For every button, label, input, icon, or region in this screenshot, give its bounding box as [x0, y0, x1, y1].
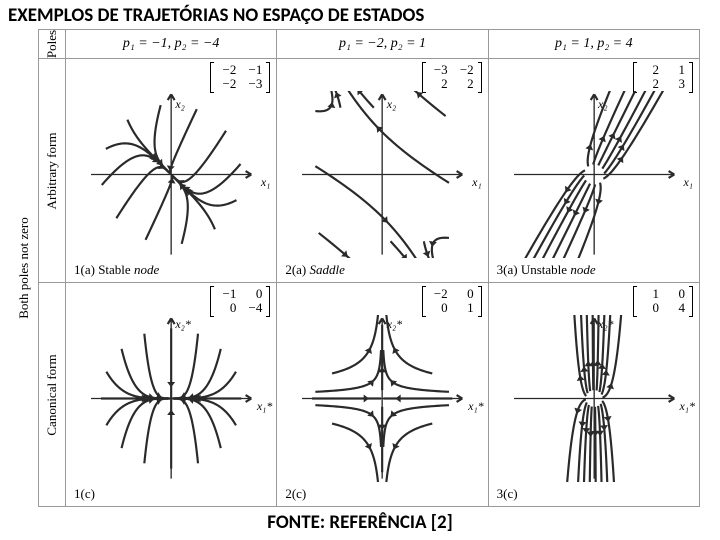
- caption: 1(a) Stable node: [74, 262, 159, 278]
- header-row: p₁ = −1, p₂ = −4 p₁ = −2, p₂ = 1 p₁ = 1,…: [66, 29, 700, 59]
- cell-1c: −100−4 x₂* x₁* 1(c): [66, 283, 277, 507]
- outer-row-label-text: Both poles not zero: [16, 217, 32, 318]
- phase-portrait-stable: [76, 91, 266, 258]
- row-label-bottom: Canonical form: [38, 283, 66, 507]
- phase-portrait-stable-canon: [76, 315, 266, 482]
- plot-row-top: −2−1−2−3 x₂ x₁ 1(a) Stable node −3−222 x…: [66, 59, 700, 283]
- matrix: 2123: [633, 62, 693, 93]
- cell-3a: 2123 x₂ x₁ 3(a) Unstable node: [489, 59, 700, 283]
- caption: 2(a) Saddle: [285, 262, 345, 278]
- row-label-header: Poles: [38, 29, 66, 59]
- cell-1a: −2−1−2−3 x₂ x₁ 1(a) Stable node: [66, 59, 277, 283]
- caption: 3(c): [497, 486, 518, 502]
- phase-portrait-unstable: [499, 91, 689, 258]
- plot-row-bottom: −100−4 x₂* x₁* 1(c) −2001 x₂* x₁* 2(c): [66, 283, 700, 507]
- matrix: −2001: [422, 286, 482, 317]
- figure-container: Both poles not zero Poles Arbitrary form…: [0, 29, 720, 507]
- matrix: 1004: [633, 286, 693, 317]
- matrix: −3−222: [422, 62, 482, 93]
- cell-2c: −2001 x₂* x₁* 2(c): [277, 283, 488, 507]
- poles-label: Poles: [44, 30, 60, 58]
- caption: 2(c): [285, 486, 306, 502]
- page-title: EXEMPLOS DE TRAJETÓRIAS NO ESPAÇO DE EST…: [0, 0, 720, 29]
- page-footer: FONTE: REFERÊNCIA [2]: [0, 507, 720, 540]
- caption: 3(a) Unstable node: [497, 262, 596, 278]
- matrix: −2−1−2−3: [210, 62, 270, 93]
- phase-portrait-saddle: [287, 91, 477, 258]
- header-cell: p₁ = 1, p₂ = 4: [489, 29, 700, 59]
- row-label-top: Arbitrary form: [38, 59, 66, 283]
- row-labels: Poles Arbitrary form Canonical form: [38, 29, 66, 507]
- cell-3c: 1004 x₂* x₁* 3(c): [489, 283, 700, 507]
- phase-portrait-unstable-canon: [499, 315, 689, 482]
- header-cell: p₁ = −1, p₂ = −4: [66, 29, 277, 59]
- caption: 1(c): [74, 486, 95, 502]
- outer-row-label: Both poles not zero: [10, 29, 38, 507]
- plot-grid: p₁ = −1, p₂ = −4 p₁ = −2, p₂ = 1 p₁ = 1,…: [66, 29, 700, 507]
- header-cell: p₁ = −2, p₂ = 1: [277, 29, 488, 59]
- phase-portrait-saddle-canon: [287, 315, 477, 482]
- matrix: −100−4: [210, 286, 270, 317]
- cell-2a: −3−222 x₂ x₁ 2(a) Saddle: [277, 59, 488, 283]
